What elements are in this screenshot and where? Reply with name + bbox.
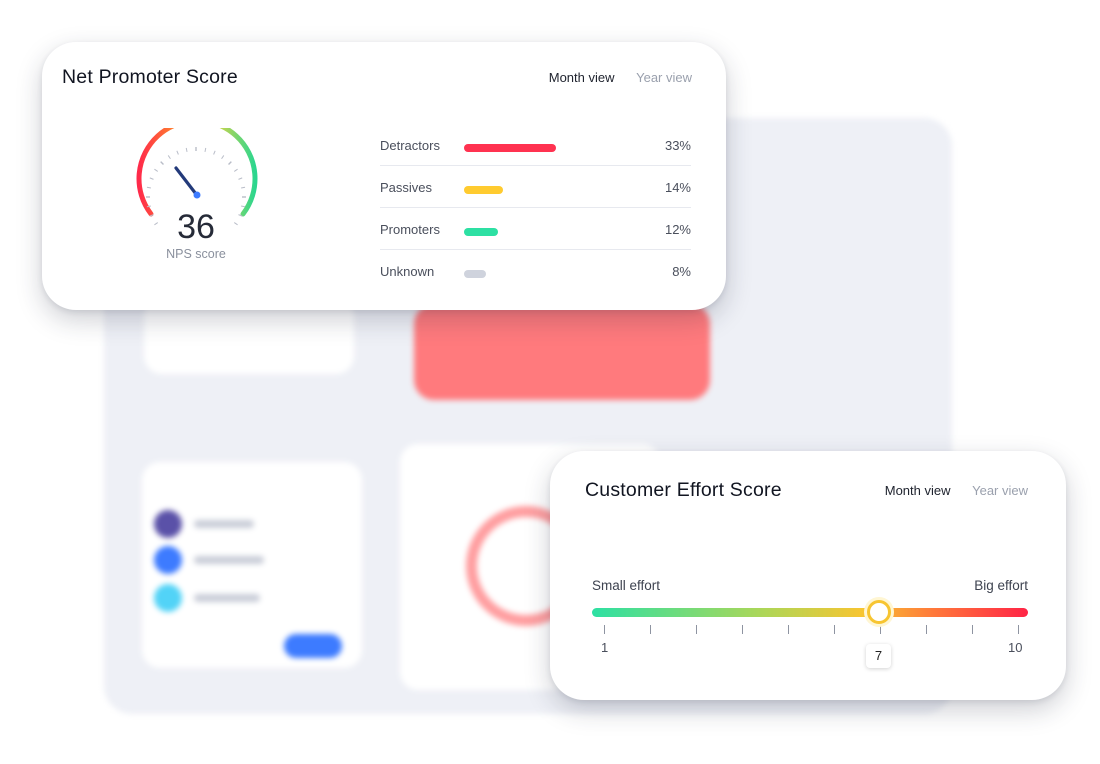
gauge-needle (174, 166, 198, 196)
gauge-tick (154, 168, 159, 172)
nps-row-detractors: Detractors 33% (380, 124, 691, 166)
ces-month-view-tab[interactable]: Month view (884, 483, 951, 498)
gauge-tick (213, 150, 216, 155)
ces-slider-tick (972, 625, 973, 634)
ces-slider-tick (696, 625, 697, 634)
nps-score-value: 36 (177, 208, 215, 246)
ces-slider-tick (788, 625, 789, 634)
nps-row-percent: 14% (664, 180, 691, 195)
gauge-tick (241, 205, 246, 208)
background-line (194, 556, 264, 564)
gauge-tick (228, 161, 232, 165)
ces-card: Customer Effort Score Month view Year vi… (550, 451, 1066, 700)
nps-row-percent: 12% (664, 222, 691, 237)
ces-slider-track[interactable] (592, 608, 1028, 617)
nps-month-view-tab[interactable]: Month view (548, 70, 615, 85)
ces-slider-tick (926, 625, 927, 634)
gauge-tick (185, 147, 188, 152)
nps-row-label: Promoters (380, 222, 440, 237)
gauge-arc (136, 128, 258, 217)
nps-score-label: NPS score (166, 247, 226, 261)
gauge-tick (221, 155, 225, 160)
ces-slider-tick (880, 625, 881, 634)
gauge-tick (149, 177, 154, 180)
background-panel (144, 298, 354, 374)
gauge-tick (154, 222, 159, 226)
nps-row-divider (380, 207, 691, 208)
nps-row-label: Unknown (380, 264, 435, 279)
background-red-panel (414, 304, 710, 400)
gauge-tick (160, 161, 164, 165)
ces-year-view-tab[interactable]: Year view (972, 483, 1028, 498)
gauge-tick (204, 147, 207, 152)
ces-slider-tick (650, 625, 651, 634)
ces-view-toggle: Month view Year view (885, 483, 1028, 498)
ces-value-badge: 7 (866, 644, 891, 668)
gauge-tick (238, 214, 243, 217)
nps-view-toggle: Month view Year view (549, 70, 692, 85)
background-avatar (154, 546, 182, 574)
ces-big-effort-label: Big effort (974, 578, 1028, 593)
background-avatar (154, 510, 182, 538)
gauge-tick (238, 177, 243, 180)
nps-row-divider (380, 165, 691, 166)
nps-row-bar (464, 144, 556, 152)
nps-row-label: Passives (380, 180, 433, 195)
nps-title: Net Promoter Score (62, 66, 238, 88)
ces-min-label: 1 (601, 640, 609, 655)
background-button (284, 634, 342, 658)
nps-row-percent: 8% (672, 264, 691, 279)
nps-row-bar (464, 186, 503, 194)
nps-gauge (136, 128, 258, 226)
gauge-tick (167, 155, 171, 160)
ces-slider-thumb[interactable] (867, 600, 891, 624)
gauge-hub (193, 191, 201, 199)
gauge-tick (146, 186, 151, 189)
gauge-tick (176, 150, 179, 155)
gauge-ticks (146, 147, 246, 226)
nps-row-label: Detractors (380, 138, 440, 153)
gauge-tick (149, 214, 154, 217)
ces-slider-tick (1018, 625, 1019, 634)
nps-row-unknown: Unknown 8% (380, 250, 691, 292)
ces-max-label: 10 (1008, 640, 1023, 655)
nps-row-passives: Passives 14% (380, 166, 691, 208)
nps-row-divider (380, 249, 691, 250)
gauge-tick (233, 168, 238, 172)
gauge-tick (146, 205, 151, 208)
background-avatar (154, 584, 182, 612)
gauge-tick (233, 222, 238, 226)
ces-slider-tick (834, 625, 835, 634)
nps-row-bar (464, 270, 486, 278)
ces-small-effort-label: Small effort (592, 578, 661, 593)
nps-row-promoters: Promoters 12% (380, 208, 691, 250)
nps-card: Net Promoter Score Month view Year view … (42, 42, 726, 310)
gauge-tick (241, 186, 246, 189)
ces-title: Customer Effort Score (585, 479, 782, 501)
nps-year-view-tab[interactable]: Year view (636, 70, 692, 85)
background-line (194, 520, 254, 528)
ces-slider-tick (742, 625, 743, 634)
background-line (194, 594, 260, 602)
nps-row-percent: 33% (664, 138, 691, 153)
nps-row-bar (464, 228, 498, 236)
ces-slider-tick (604, 625, 605, 634)
